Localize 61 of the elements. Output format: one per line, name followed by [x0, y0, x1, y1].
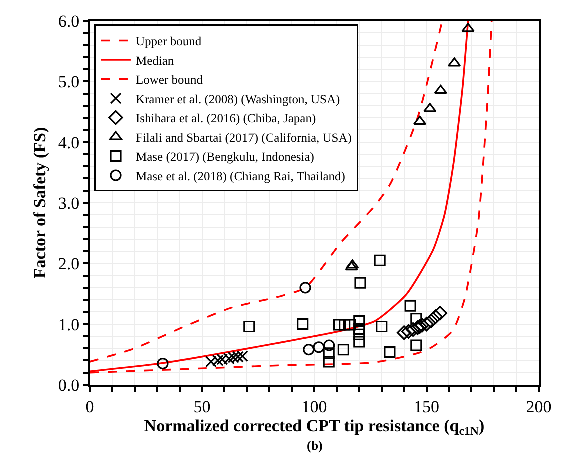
- x-tick-label: 0: [86, 397, 94, 416]
- y-tick-label: 1.0: [58, 315, 80, 334]
- legend-label: Mase (2017) (Bengkulu, Indonesia): [136, 150, 314, 164]
- point: [404, 300, 416, 312]
- legend-label: Lower bound: [136, 73, 204, 88]
- point: [354, 323, 366, 335]
- point: [297, 318, 309, 330]
- point: [448, 58, 462, 67]
- point: [354, 328, 366, 340]
- y-tick-label: 4.0: [58, 133, 80, 152]
- point: [354, 316, 366, 328]
- y-tick-label: 0.0: [58, 376, 80, 395]
- point: [410, 313, 422, 325]
- point: [339, 319, 351, 331]
- y-tick-label: 5.0: [58, 72, 80, 92]
- legend-label: Ishihara et al. (2016) (Chiba, Japan): [136, 112, 316, 126]
- point: [313, 342, 325, 354]
- point: [244, 320, 256, 333]
- point: [397, 326, 412, 340]
- point: [323, 348, 335, 360]
- point: [434, 84, 448, 94]
- point: [413, 116, 427, 126]
- point: [384, 346, 396, 358]
- legend-label: Mase et al. (2018) (Chiang Rai, Thailand): [136, 169, 346, 184]
- legend-label: Upper bound: [136, 34, 202, 49]
- y-tick-label: 3.0: [58, 194, 80, 213]
- point: [419, 317, 434, 332]
- point: [300, 282, 312, 294]
- legend-label: Filali and Sbartai (2017) (California, USA): [136, 130, 352, 145]
- point: [303, 344, 315, 356]
- point: [410, 340, 422, 352]
- point: [324, 340, 336, 352]
- point: [344, 319, 356, 331]
- legend-label: Kramer et al. (2008) (Washington, USA): [136, 92, 340, 106]
- x-tick-label: 100: [302, 397, 328, 416]
- point: [401, 324, 416, 339]
- point: [376, 320, 388, 333]
- point: [157, 358, 169, 370]
- y-tick-label: 6.0: [58, 12, 80, 31]
- x-tick-label: 50: [194, 397, 211, 416]
- point: [346, 260, 360, 269]
- x-tick-label: 200: [526, 397, 552, 416]
- point: [333, 319, 345, 331]
- point: [354, 336, 366, 348]
- point: [374, 254, 386, 266]
- point: [406, 322, 421, 338]
- point: [424, 314, 439, 329]
- legend-label: Median: [136, 54, 175, 68]
- point: [354, 277, 366, 289]
- point: [323, 356, 335, 368]
- y-tick-label: 2.0: [58, 254, 80, 274]
- point: [345, 262, 358, 271]
- x-axis-title: Normalized corrected CPT tip resistance (q$_{c1N}$): [144, 416, 485, 438]
- x-tick-label: 150: [414, 397, 440, 416]
- point: [424, 103, 437, 112]
- point: [462, 23, 475, 32]
- y-axis-title: Factor of Safety (FS): [30, 127, 50, 279]
- point: [428, 310, 444, 324]
- point: [432, 306, 448, 321]
- text: (b): [307, 438, 323, 453]
- point: [338, 344, 350, 356]
